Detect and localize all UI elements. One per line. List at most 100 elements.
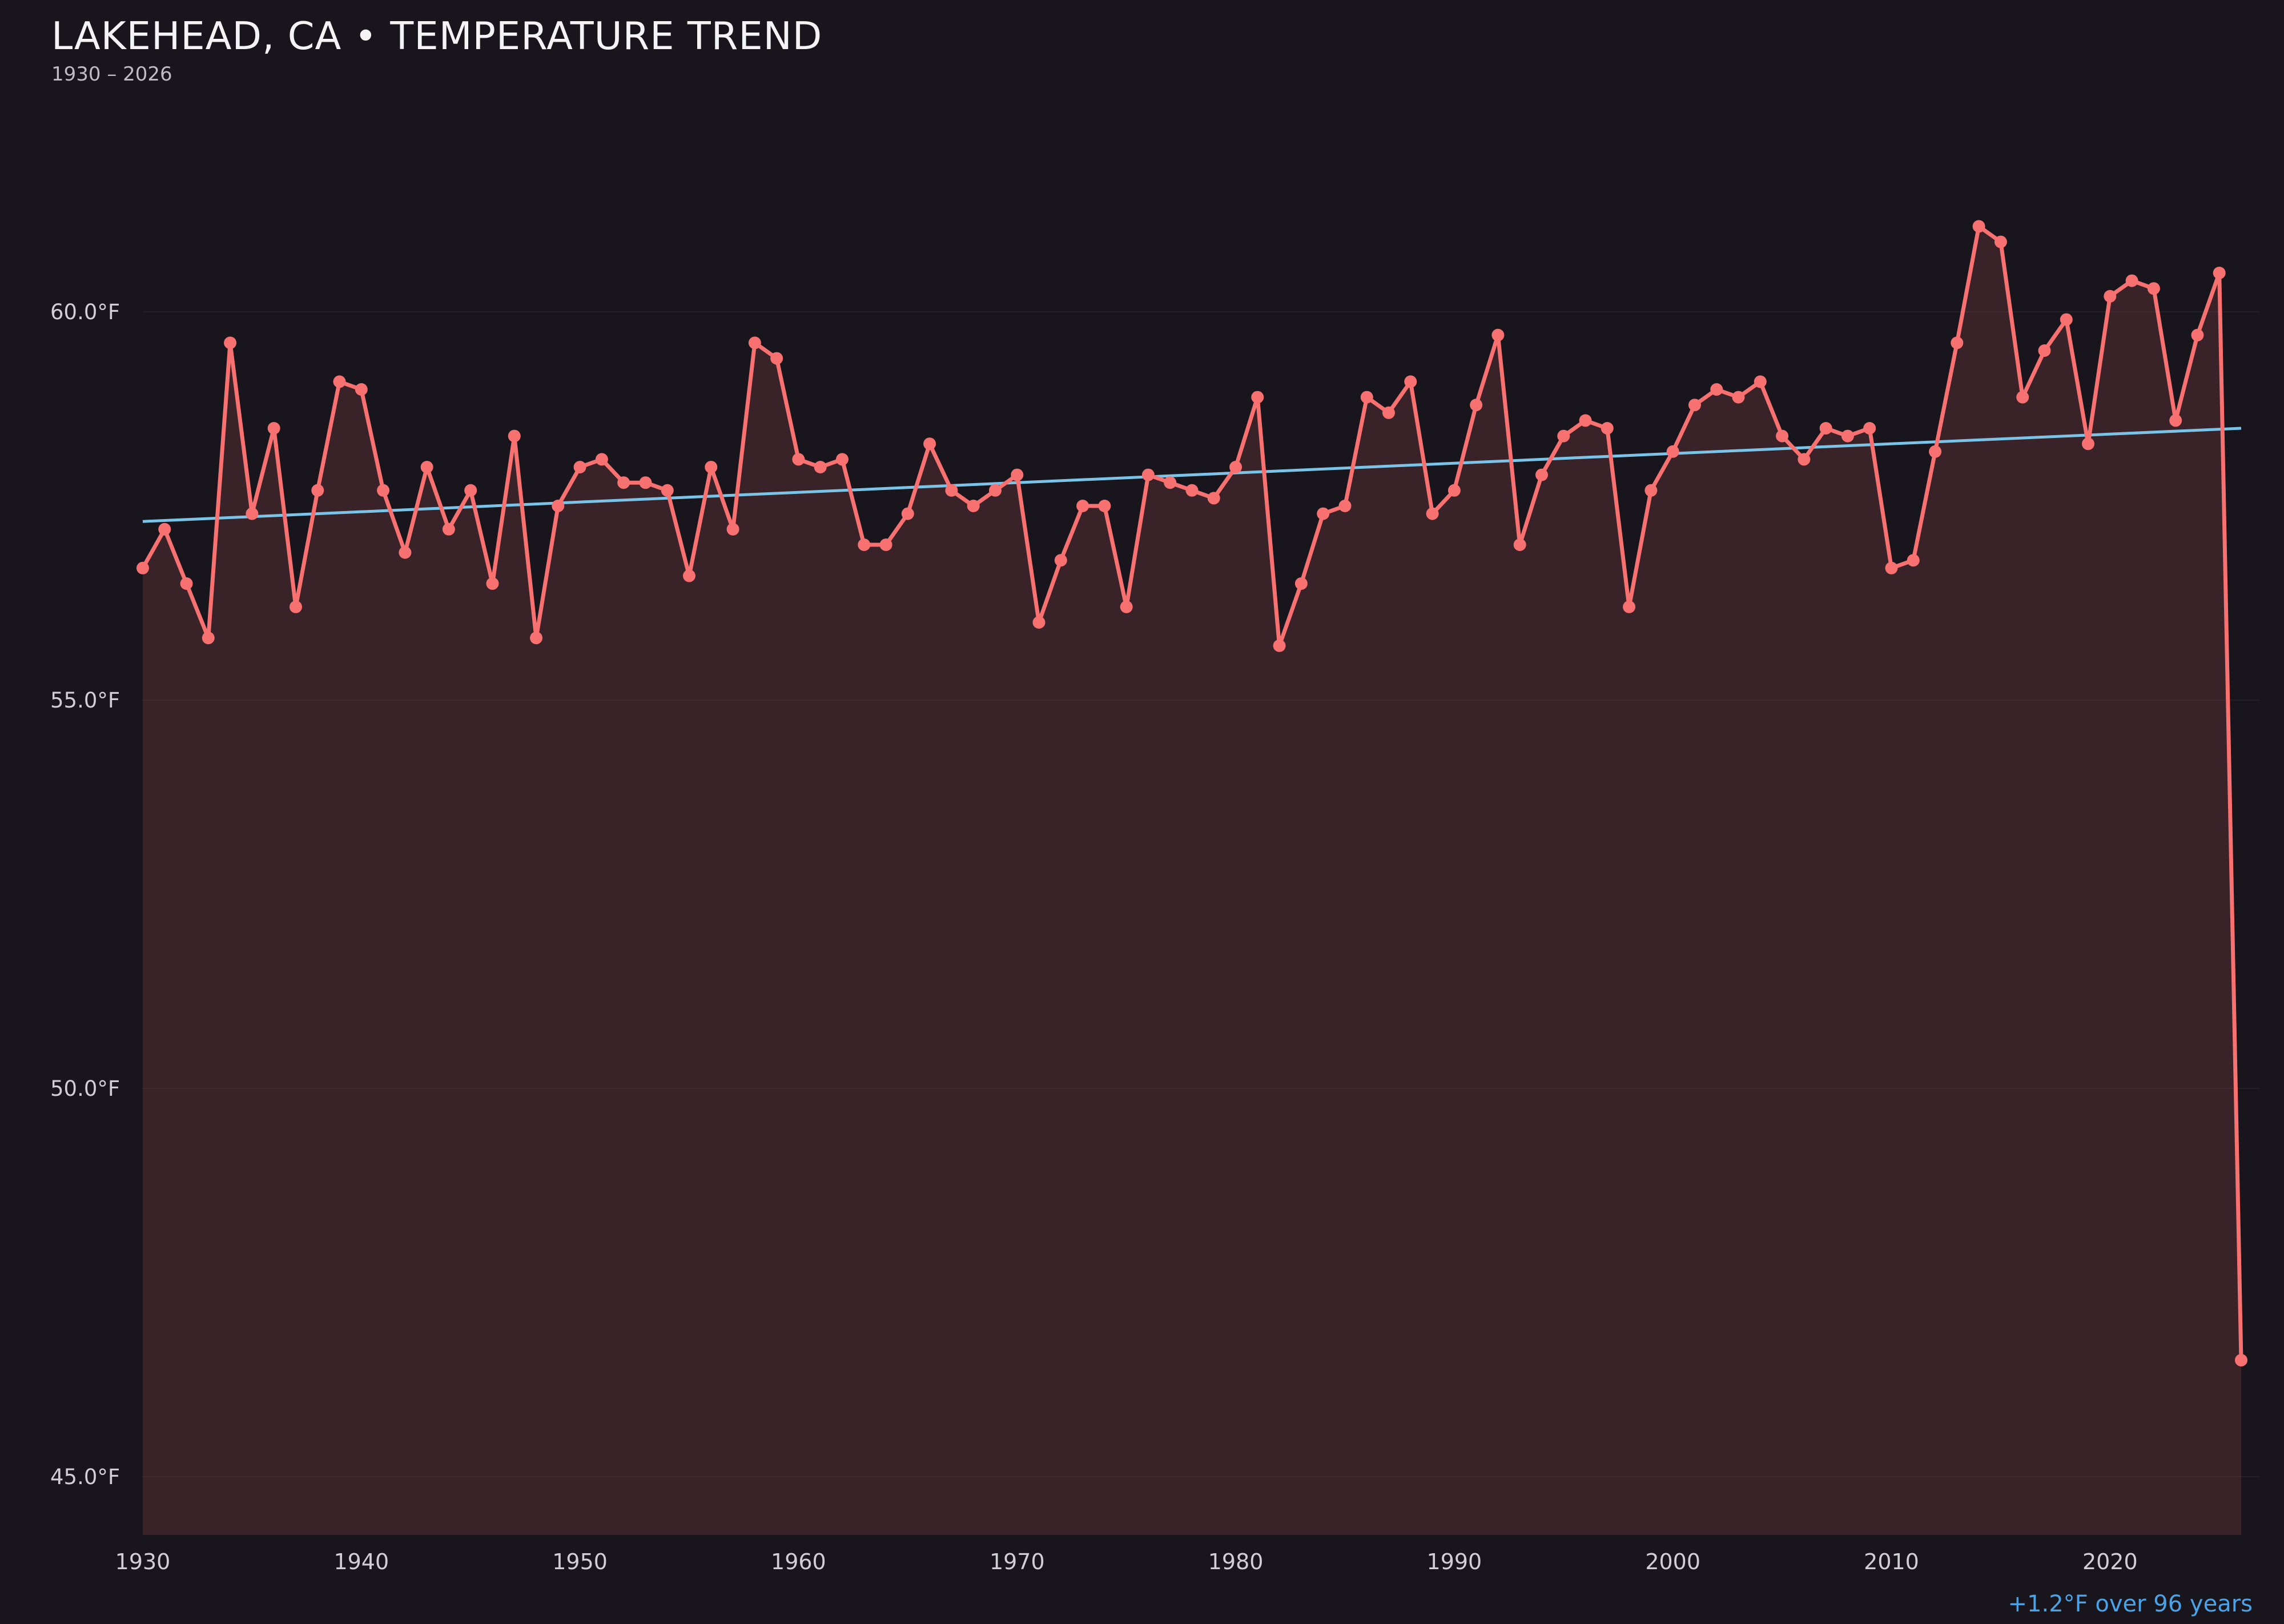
data-point-1992 [1491,328,1505,341]
data-point-1983 [1294,577,1308,590]
data-point-2022 [2147,282,2160,295]
data-point-1946 [486,577,499,590]
data-point-2010 [1885,561,1898,574]
data-point-2003 [1732,391,1745,404]
data-point-1961 [814,461,827,473]
data-point-1932 [180,577,193,590]
data-point-1965 [901,507,914,520]
data-point-1980 [1229,461,1242,473]
data-point-1934 [224,336,237,349]
data-point-2020 [2104,290,2117,303]
data-point-1956 [705,461,718,473]
data-point-1936 [267,422,280,435]
data-point-1984 [1317,507,1330,520]
data-point-2005 [1776,429,1789,443]
data-point-1973 [1076,500,1089,512]
y-tick-label-45: 45.0°F [50,1465,120,1489]
data-point-2018 [2060,313,2073,326]
data-point-1979 [1207,492,1220,505]
data-point-2013 [1951,336,1964,349]
data-point-1954 [661,484,674,497]
trend-annotation: +1.2°F over 96 years [2008,1591,2253,1617]
data-point-1941 [377,484,390,497]
data-point-2016 [2016,391,2029,404]
x-tick-label-1960: 1960 [771,1549,826,1574]
data-point-2000 [1666,445,1679,458]
x-tick-label-1990: 1990 [1427,1549,1482,1574]
x-tick-label-2010: 2010 [1864,1549,1919,1574]
x-tick-label-2020: 2020 [2082,1549,2138,1574]
data-point-2009 [1863,422,1876,435]
data-point-2007 [1819,422,1832,435]
data-point-2014 [1972,220,1985,233]
data-point-1994 [1535,468,1548,481]
data-point-1953 [639,476,652,489]
data-point-1931 [158,522,171,536]
data-point-1986 [1360,391,1373,404]
data-point-1988 [1404,375,1417,388]
data-point-1955 [683,569,695,582]
page-title: LAKEHEAD, CA • TEMPERATURE TREND [51,14,823,58]
data-point-1975 [1120,600,1133,613]
data-point-1970 [1011,468,1024,481]
data-point-1958 [748,336,761,349]
data-point-1999 [1644,484,1658,497]
x-tick-label-1930: 1930 [115,1549,171,1574]
data-point-1991 [1470,399,1483,412]
data-point-1996 [1579,414,1592,427]
data-point-1947 [508,429,521,443]
data-point-2025 [2213,267,2226,279]
data-point-1981 [1251,391,1264,404]
data-point-1987 [1382,406,1395,419]
data-point-2021 [2125,274,2138,287]
x-tick-label-2000: 2000 [1645,1549,1700,1574]
data-point-1948 [530,632,543,645]
data-point-1976 [1141,468,1155,481]
data-point-1971 [1032,616,1046,629]
data-point-2012 [1929,445,1942,458]
data-point-2001 [1688,399,1701,412]
page-subtitle: 1930 – 2026 [51,63,172,86]
trend-line [142,427,2242,523]
y-tick-label-60: 60.0°F [50,300,120,324]
data-point-1943 [420,461,433,473]
data-point-2019 [2082,437,2094,451]
data-point-2006 [1798,453,1811,466]
data-point-1935 [246,507,259,520]
data-point-1964 [879,538,892,551]
y-tick-label-55: 55.0°F [50,688,120,713]
data-point-1937 [289,600,302,613]
data-point-1945 [464,484,477,497]
data-point-1963 [858,538,871,551]
area-fill [143,226,2241,1535]
data-point-1959 [770,352,783,365]
data-point-1982 [1273,639,1286,652]
data-point-2011 [1907,554,1920,567]
data-point-2004 [1754,375,1767,388]
x-tick-label-1970: 1970 [990,1549,1045,1574]
data-point-1939 [333,375,346,388]
data-point-1969 [989,484,1002,497]
data-point-1989 [1426,507,1439,520]
data-point-1942 [399,546,412,559]
x-tick-label-1950: 1950 [552,1549,608,1574]
data-point-1962 [836,453,849,466]
data-point-1985 [1338,500,1352,512]
data-point-1995 [1557,429,1570,443]
data-point-1949 [552,500,565,512]
data-point-2002 [1710,383,1723,396]
data-point-2026 [2235,1354,2247,1366]
data-point-2017 [2038,344,2051,357]
data-point-1940 [355,383,368,396]
data-point-1933 [202,632,215,645]
data-point-1966 [923,437,936,451]
y-tick-label-50: 50.0°F [50,1076,120,1101]
data-point-1977 [1164,476,1177,489]
data-point-1938 [311,484,324,497]
data-point-2015 [1994,235,2007,248]
data-point-1930 [136,561,149,574]
data-point-1990 [1447,484,1461,497]
data-point-1944 [442,522,455,536]
data-point-1951 [595,453,608,466]
data-point-1960 [792,453,805,466]
